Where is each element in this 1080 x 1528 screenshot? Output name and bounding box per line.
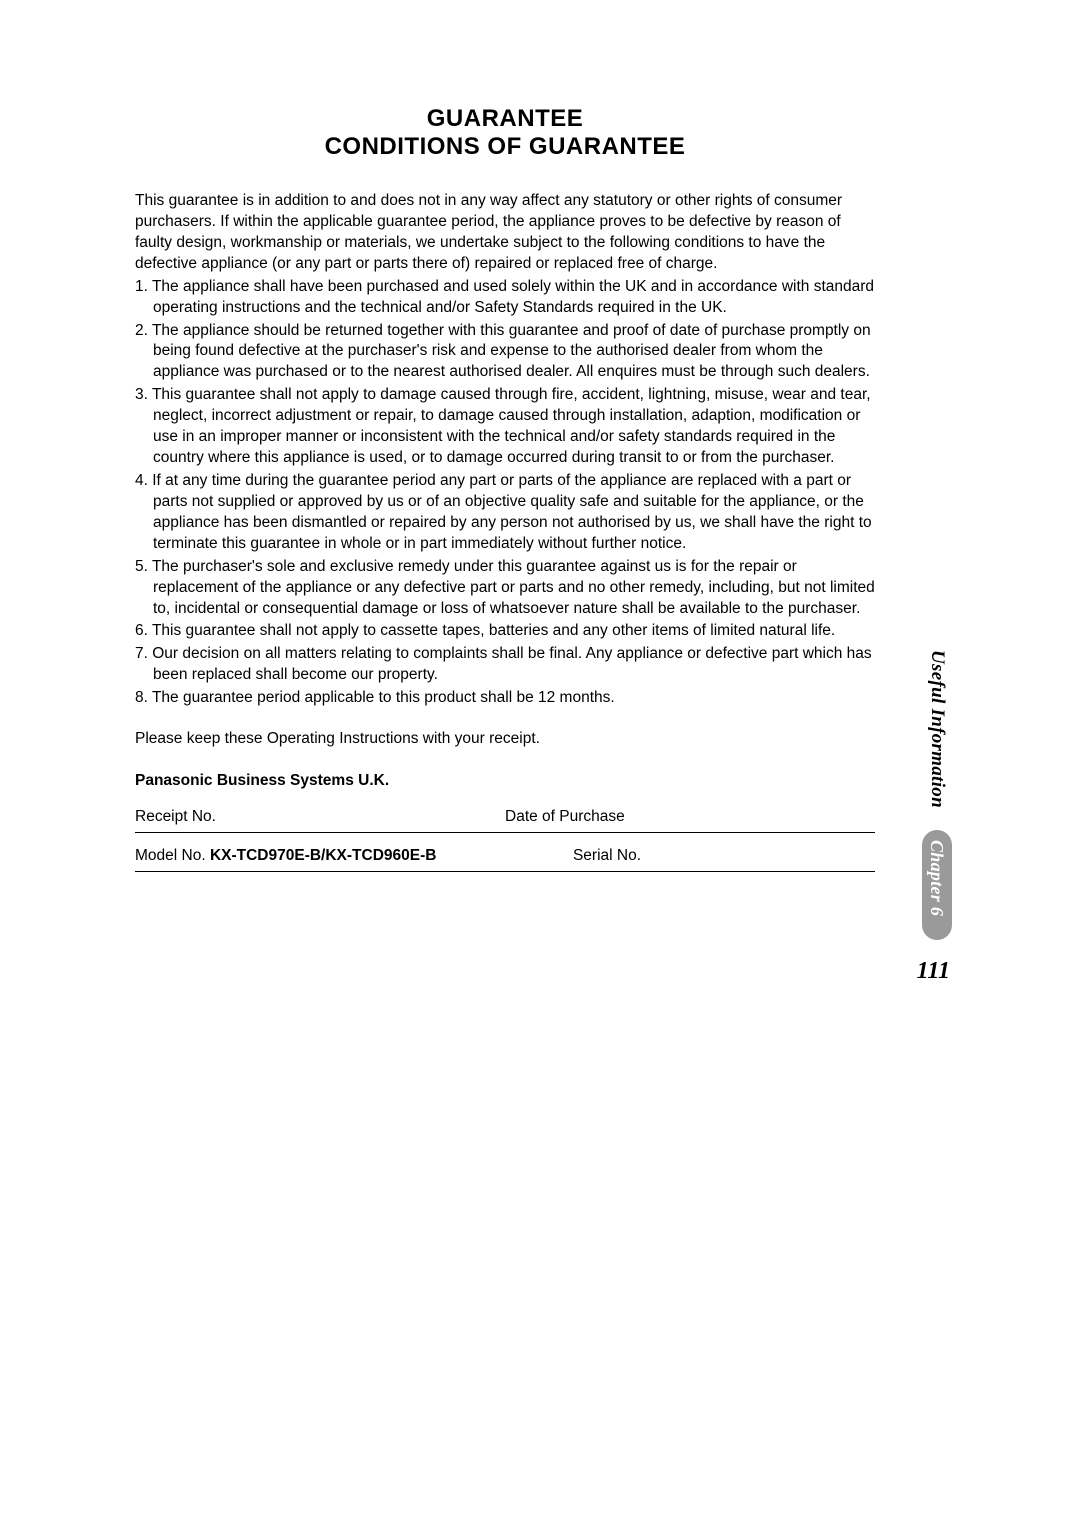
condition-item: Our decision on all matters relating to …: [135, 644, 875, 686]
condition-item: This guarantee shall not apply to damage…: [135, 385, 875, 469]
model-no-cell: Model No. KX-TCD970E-B/KX-TCD960E-B: [135, 847, 573, 865]
intro-paragraph: This guarantee is in addition to and doe…: [135, 191, 875, 275]
company-name: Panasonic Business Systems U.K.: [135, 772, 875, 790]
section-label: Useful Information: [926, 650, 948, 808]
title-block: GUARANTEE CONDITIONS OF GUARANTEE: [135, 105, 875, 161]
chapter-pill: Chapter 6: [922, 830, 952, 940]
chapter-label: Chapter 6: [926, 840, 947, 916]
keep-note: Please keep these Operating Instructions…: [135, 729, 875, 750]
page-number: 111: [917, 958, 950, 985]
title-line-2: CONDITIONS OF GUARANTEE: [135, 133, 875, 161]
model-no-value: KX-TCD970E-B/KX-TCD960E-B: [210, 847, 437, 864]
condition-item: This guarantee shall not apply to casset…: [135, 621, 875, 642]
serial-no-label: Serial No.: [573, 847, 875, 865]
condition-item: If at any time during the guarantee peri…: [135, 471, 875, 555]
condition-item: The appliance shall have been purchased …: [135, 277, 875, 319]
condition-item: The purchaser's sole and exclusive remed…: [135, 557, 875, 620]
model-no-label: Model No.: [135, 847, 210, 864]
receipt-no-label: Receipt No.: [135, 808, 505, 826]
date-of-purchase-label: Date of Purchase: [505, 808, 875, 826]
title-line-1: GUARANTEE: [135, 105, 875, 133]
conditions-list: The appliance shall have been purchased …: [135, 277, 875, 709]
content-area: GUARANTEE CONDITIONS OF GUARANTEE This g…: [135, 105, 875, 886]
form-row-receipt: Receipt No. Date of Purchase: [135, 808, 875, 833]
condition-item: The appliance should be returned togethe…: [135, 321, 875, 384]
condition-item: The guarantee period applicable to this …: [135, 688, 875, 709]
side-tab: Useful Information Chapter 6: [924, 650, 952, 940]
form-row-model: Model No. KX-TCD970E-B/KX-TCD960E-B Seri…: [135, 847, 875, 872]
